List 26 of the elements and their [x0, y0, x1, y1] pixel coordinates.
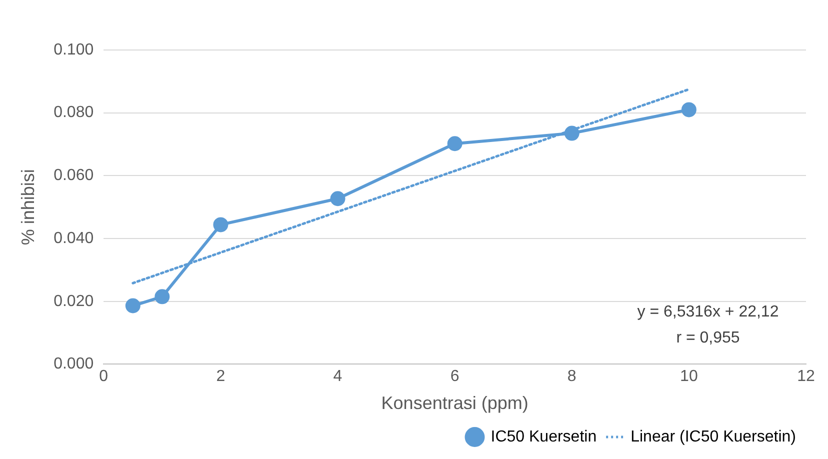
annotation: y = 6,5316x + 22,12	[637, 304, 779, 321]
x-tick-label: 10	[680, 368, 698, 386]
y-tick-label: 0.040	[54, 230, 94, 247]
x-tick-label: 12	[797, 368, 815, 386]
x-tick-label: 2	[216, 368, 226, 386]
x-tick-label: 4	[333, 368, 342, 386]
legend-label: IC50 Kuersetin	[490, 428, 597, 446]
annotation: r = 0,955	[676, 330, 740, 347]
y-tick-label: 0.000	[54, 356, 94, 373]
point	[330, 191, 346, 206]
point	[213, 217, 228, 232]
y-axis-title: % inhibisi	[18, 169, 38, 246]
x-tick-label: 0	[99, 368, 108, 386]
point	[154, 289, 170, 304]
x-axis-title: Konsentrasi (ppm)	[381, 393, 528, 414]
x-tick-label: 8	[567, 368, 576, 386]
y-tick-label: 0.060	[54, 167, 94, 184]
y-tick-label: 0.080	[54, 104, 94, 122]
point	[125, 298, 140, 314]
legend-label: Linear (IC50 Kuersetin)	[630, 428, 796, 446]
point	[681, 102, 696, 118]
point	[564, 126, 580, 141]
y-tick-label: 0.020	[54, 292, 94, 310]
x-tick-label: 6	[450, 368, 460, 386]
point	[447, 136, 462, 152]
y-tick-label: 0.100	[54, 41, 94, 58]
